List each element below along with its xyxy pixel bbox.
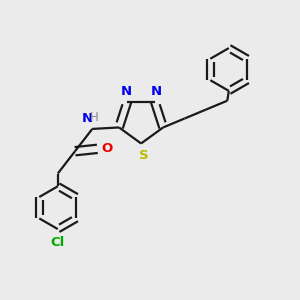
Text: N: N [151, 85, 162, 98]
Text: N: N [120, 85, 131, 98]
Text: H: H [90, 111, 99, 124]
Text: N: N [81, 112, 92, 125]
Text: Cl: Cl [51, 236, 65, 249]
Text: O: O [101, 142, 112, 155]
Text: S: S [139, 149, 148, 162]
